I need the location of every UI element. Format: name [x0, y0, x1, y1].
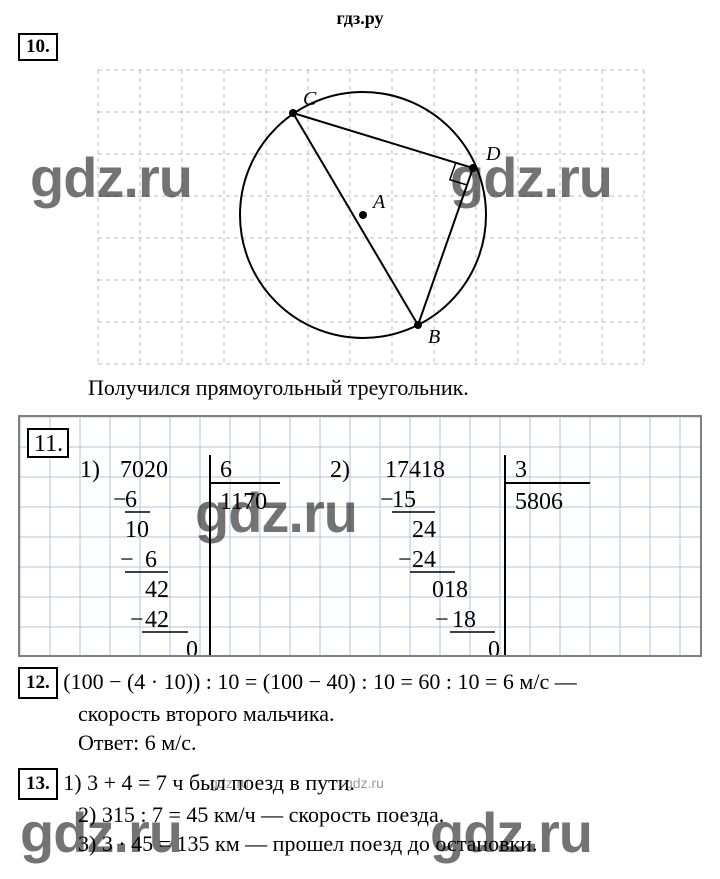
svg-text:−: −: [435, 607, 449, 633]
svg-text:24: 24: [412, 517, 436, 543]
svg-text:5806: 5806: [515, 489, 563, 515]
svg-text:17418: 17418: [385, 457, 445, 483]
svg-text:0: 0: [488, 637, 500, 657]
svg-text:18: 18: [452, 607, 476, 633]
svg-text:7020: 7020: [120, 457, 168, 483]
svg-text:1): 1): [80, 457, 100, 483]
svg-text:6: 6: [220, 457, 232, 483]
svg-text:24: 24: [412, 547, 436, 573]
svg-text:018: 018: [432, 577, 468, 603]
problem-12-number: 12.: [18, 667, 58, 699]
svg-text:D: D: [485, 143, 501, 165]
problem-10-caption: Получился прямоугольный треугольник.: [88, 375, 702, 401]
p12-line1: (100 − (4 · 10)) : 10 = (100 − 40) : 10 …: [63, 669, 576, 694]
svg-text:−: −: [398, 547, 412, 573]
problem-11: 11.1)702061170−610−642−4202)1741835806−1…: [18, 415, 702, 657]
problem-12: 12. (100 − (4 · 10)) : 10 = (100 − 40) :…: [18, 667, 702, 758]
problem-10-number: 10.: [18, 33, 58, 61]
svg-text:10: 10: [125, 517, 149, 543]
svg-text:6: 6: [145, 547, 157, 573]
problem-13: 13. 1) 3 + 4 = 7 ч был поезд в пути. 2) …: [18, 768, 702, 859]
long-division-work: 11.1)702061170−610−642−4202)1741835806−1…: [20, 417, 702, 657]
svg-text:15: 15: [392, 487, 416, 513]
svg-text:A: A: [371, 191, 386, 213]
problem-10-figure: A B C D: [88, 65, 658, 365]
p12-answer: Ответ: 6 м/с.: [78, 728, 702, 758]
p12-line2: скорость второго мальчика.: [78, 699, 702, 729]
svg-text:1170: 1170: [220, 489, 267, 515]
p13-line1: 1) 3 + 4 = 7 ч был поезд в пути.: [63, 770, 355, 795]
svg-text:3: 3: [515, 457, 527, 483]
p13-line2: 2) 315 : 7 = 45 км/ч — скорость поезда.: [78, 800, 702, 830]
circle-diagram: A B C D: [88, 65, 658, 365]
svg-text:42: 42: [145, 607, 169, 633]
svg-text:0: 0: [186, 637, 198, 657]
svg-text:B: B: [428, 326, 440, 348]
problem-10: 10. A B C D Получился прямоугольный треугол…: [18, 33, 702, 401]
svg-text:6: 6: [125, 487, 137, 513]
svg-text:−: −: [130, 607, 144, 633]
svg-text:2): 2): [330, 457, 350, 483]
svg-text:C: C: [303, 88, 317, 110]
problem-13-number: 13.: [18, 768, 58, 800]
svg-text:−: −: [120, 547, 134, 573]
svg-text:11.: 11.: [34, 431, 63, 457]
svg-text:42: 42: [145, 577, 169, 603]
p13-line3: 3) 3 · 45 = 135 км — прошел поезд до ост…: [78, 829, 702, 859]
site-title: гдз.ру: [0, 0, 720, 29]
